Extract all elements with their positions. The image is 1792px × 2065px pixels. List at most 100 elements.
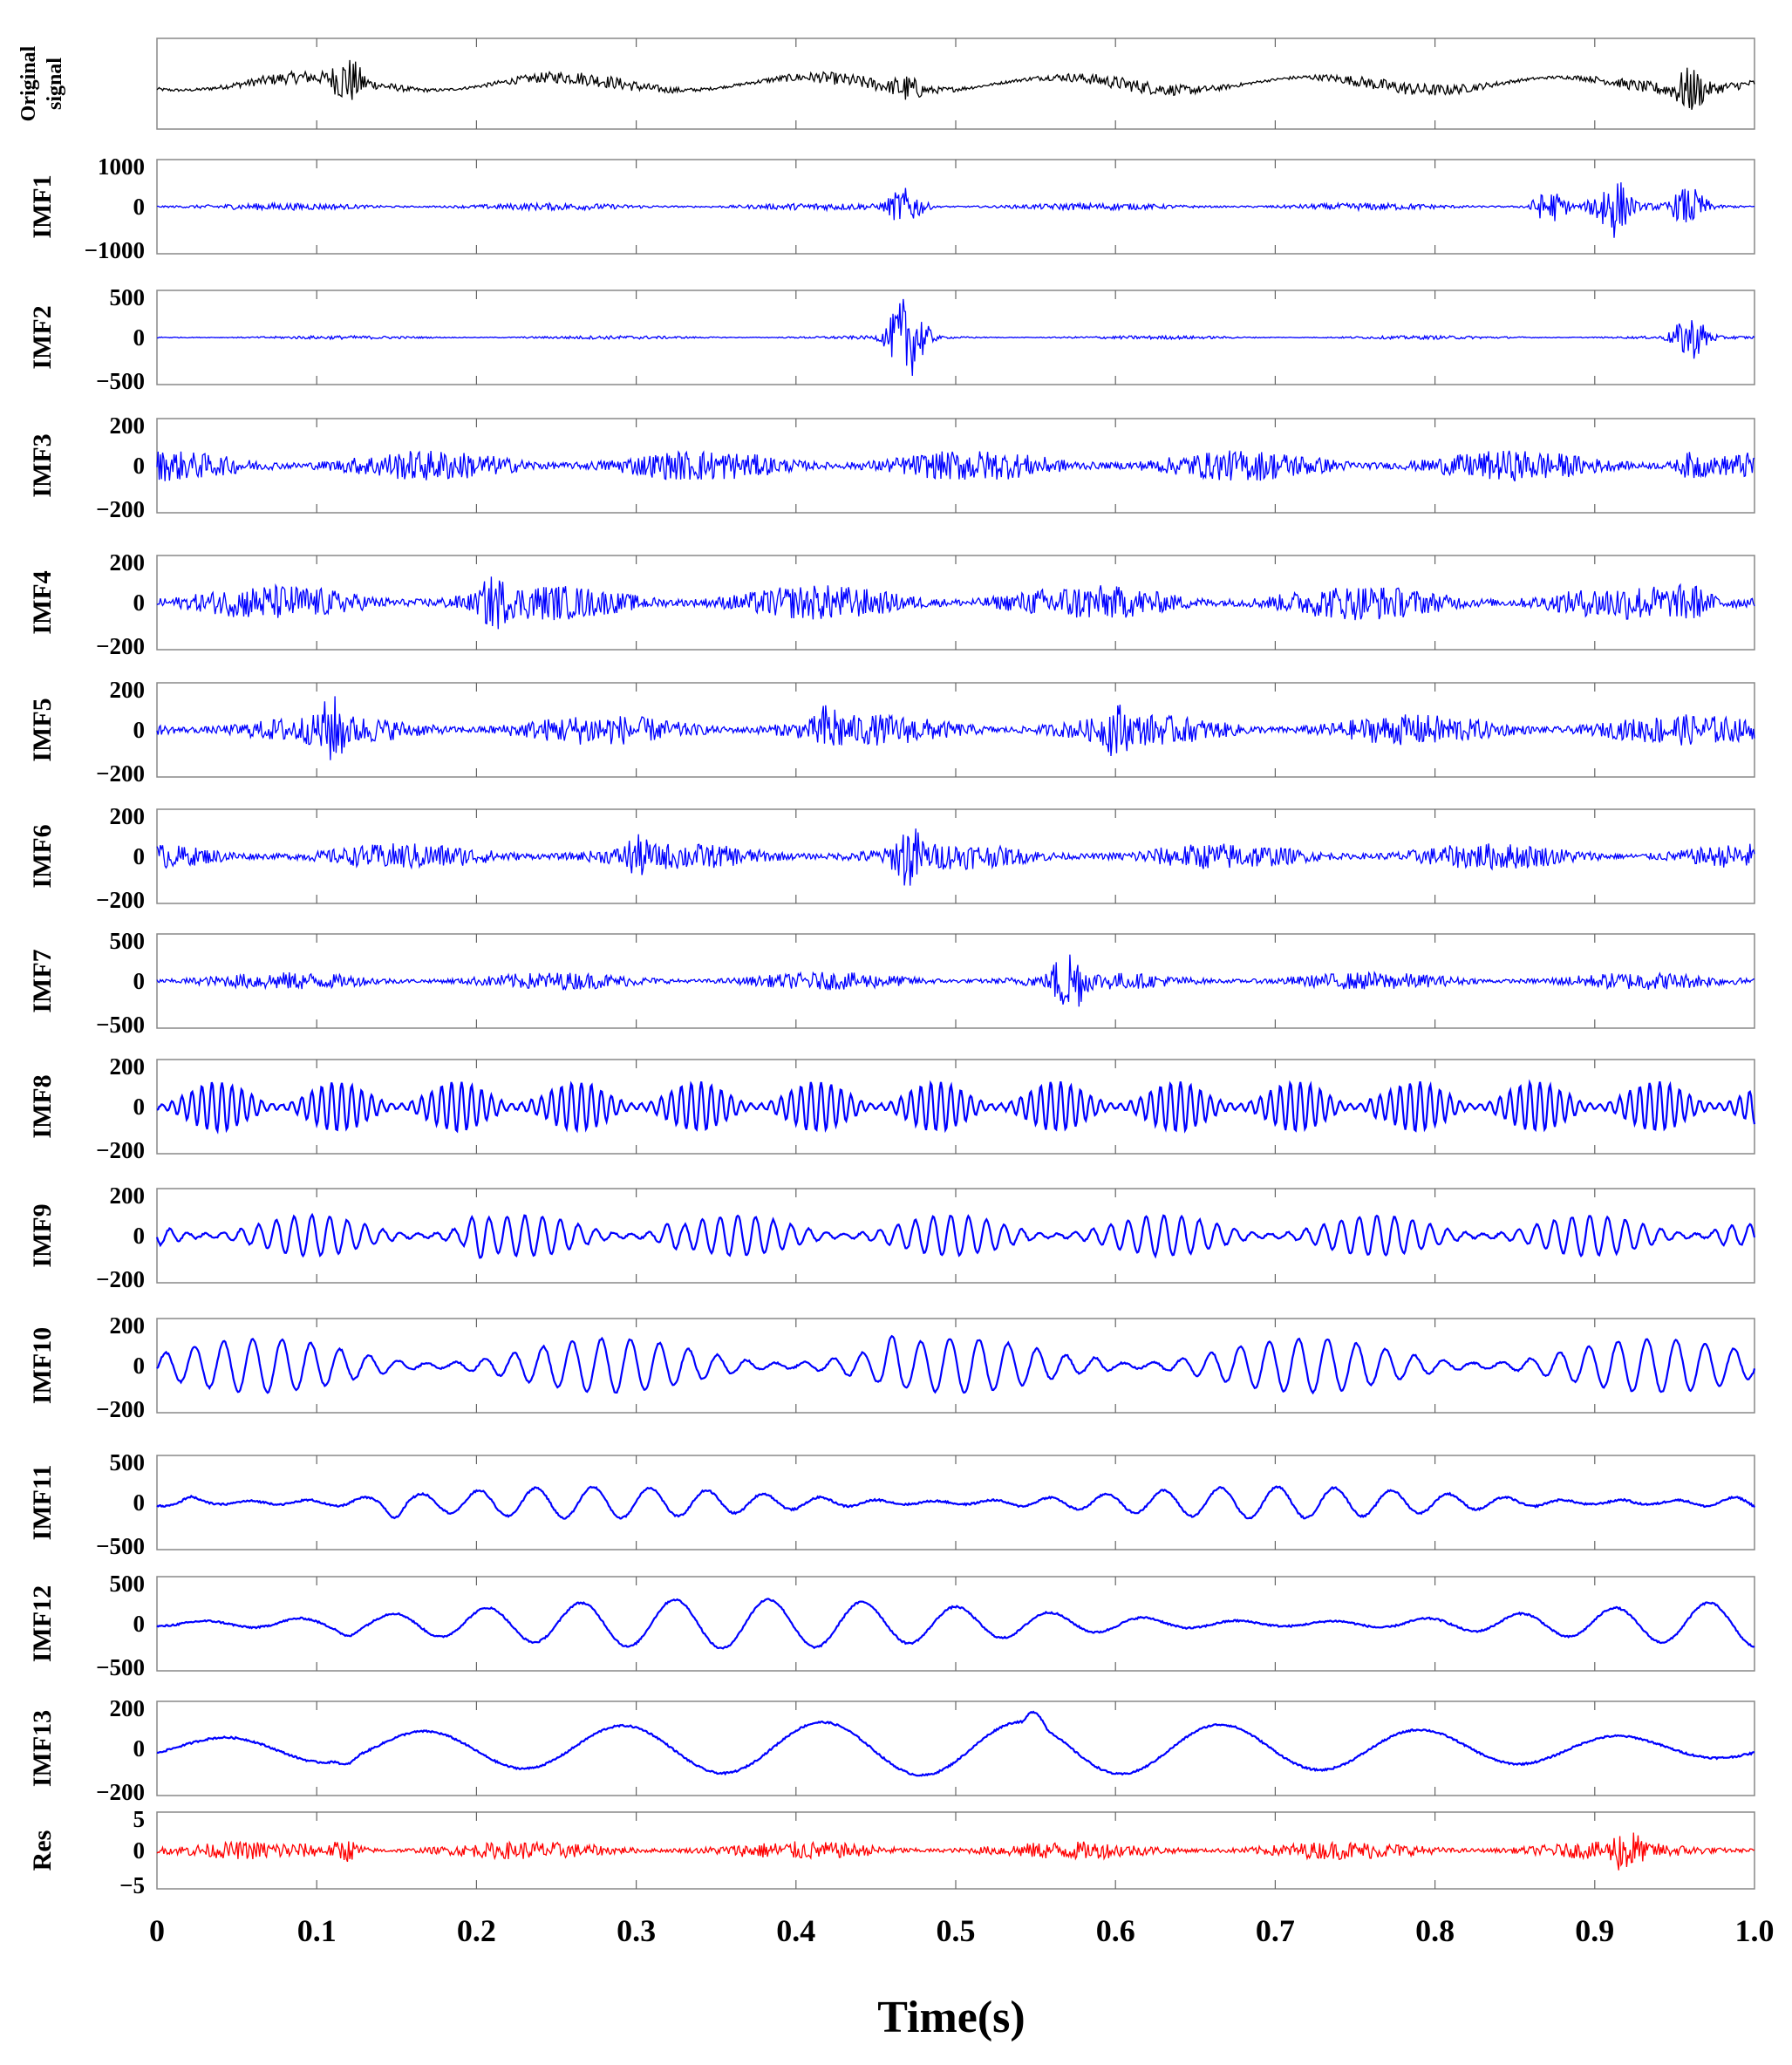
panel-label: IMF6	[28, 824, 57, 888]
y-tick-label: 0	[133, 1837, 146, 1864]
y-tick-label: 0	[133, 1223, 146, 1249]
panel-imf9: 200 0 −200 IMF9	[28, 1182, 1756, 1292]
y-tick-label: 200	[110, 1312, 146, 1339]
y-tick-label: −200	[96, 1396, 145, 1422]
panel-label: IMF7	[28, 949, 57, 1012]
panel-label: IMF11	[28, 1465, 57, 1541]
panel-label: IMF1	[28, 174, 57, 238]
series-line-imf4	[156, 576, 1755, 630]
panel-imf4: 200 0 −200 IMF4	[28, 549, 1755, 659]
panel-frame	[156, 1700, 1755, 1796]
series-line-imf11	[156, 1485, 1755, 1520]
series-line-imf6	[156, 828, 1755, 886]
y-tick-label: −1000	[85, 237, 145, 263]
x-tick-label: 0.8	[1415, 1913, 1455, 1948]
panel-imf13: 200 0 −200 IMF13	[28, 1695, 1755, 1805]
y-tick-label: 500	[110, 1449, 146, 1475]
y-tick-label: 0	[133, 453, 146, 479]
x-tick-label: 1.0	[1735, 1913, 1775, 1948]
y-tick-label: 500	[110, 284, 146, 310]
panel-frame	[156, 1576, 1755, 1672]
series-line-imf12	[156, 1598, 1755, 1650]
panel-label: Res	[28, 1830, 57, 1871]
y-tick-label: −200	[96, 633, 145, 659]
y-tick-label: −200	[96, 1266, 145, 1292]
panel-imf11: 500 0 −500 IMF11	[28, 1449, 1755, 1559]
x-axis-label: Time(s)	[877, 1993, 1025, 2042]
panel-label: IMF12	[28, 1585, 57, 1662]
panel-imf8: 200 0 −200 IMF8	[28, 1053, 1756, 1163]
y-tick-label: 0	[133, 1353, 146, 1379]
y-tick-label: 200	[110, 677, 146, 703]
panel-frame	[156, 1059, 1755, 1155]
y-tick-label: −200	[96, 496, 145, 522]
y-tick-label: 0	[133, 1611, 146, 1637]
y-tick-label: 0	[133, 717, 146, 743]
panel-frame	[156, 1455, 1755, 1550]
y-tick-label: −500	[96, 368, 145, 394]
y-tick-label: 200	[110, 549, 146, 576]
panel-label: IMF4	[28, 570, 57, 634]
x-tick-label: 0.3	[617, 1913, 656, 1948]
x-tick-label: 0.2	[457, 1913, 496, 1948]
y-tick-label: 200	[110, 1695, 146, 1721]
y-tick-label: 500	[110, 928, 146, 954]
series-line-imf8	[156, 1079, 1756, 1135]
series-line-imf3	[156, 450, 1755, 482]
panel-label: IMF8	[28, 1074, 57, 1138]
series-line-imf7	[156, 954, 1755, 1007]
series-line-imf2	[156, 298, 1755, 377]
y-tick-label: 0	[133, 324, 146, 351]
y-tick-label: −200	[96, 1137, 145, 1163]
y-tick-label: −5	[119, 1872, 145, 1898]
y-tick-label: −500	[96, 1533, 145, 1559]
panel-imf12: 500 0 −500 IMF12	[28, 1571, 1755, 1680]
y-tick-label: 0	[133, 194, 146, 220]
x-tick-label: 0	[149, 1913, 165, 1948]
panel-original-signal: Original signal	[17, 37, 1755, 130]
y-tick-label: −500	[96, 1012, 145, 1038]
panel-label: IMF3	[28, 433, 57, 497]
series-line-imf1	[156, 182, 1755, 238]
panel-imf7: 500 0 −500 IMF7	[28, 928, 1755, 1038]
panel-label: IMF10	[28, 1327, 57, 1404]
panel-imf1: 1000 0 −1000 IMF1	[28, 153, 1755, 263]
panel-label: IMF13	[28, 1710, 57, 1787]
y-tick-label: 0	[133, 1094, 146, 1120]
panel-label: IMF9	[28, 1203, 57, 1267]
x-tick-label: 0.4	[776, 1913, 815, 1948]
x-tick-label: 0.6	[1096, 1913, 1135, 1948]
series-line-imf13	[156, 1710, 1755, 1777]
panel-frame	[156, 1318, 1755, 1414]
panel-label: Original	[17, 45, 40, 121]
y-tick-label: −200	[96, 760, 145, 787]
panel-label: IMF5	[28, 698, 57, 761]
y-tick-label: 0	[133, 590, 146, 616]
x-tick-label: 0.1	[297, 1913, 337, 1948]
series-line-imf10	[156, 1334, 1756, 1395]
panel-imf3: 200 0 −200 IMF3	[28, 412, 1755, 522]
y-tick-label: 5	[133, 1806, 146, 1832]
series-line-imf5	[156, 696, 1755, 760]
x-tick-label: 0.7	[1256, 1913, 1295, 1948]
panel-label: signal	[44, 58, 66, 110]
panel-imf2: 500 0 −500 IMF2	[28, 284, 1755, 394]
y-tick-label: 200	[110, 412, 146, 439]
y-tick-label: −200	[96, 1779, 145, 1805]
y-tick-label: 200	[110, 1182, 146, 1209]
y-tick-label: 200	[110, 1053, 146, 1080]
panel-label: IMF2	[28, 305, 57, 369]
y-tick-label: 0	[133, 1735, 146, 1762]
x-tick-label: 0.9	[1575, 1913, 1614, 1948]
panel-imf5: 200 0 −200 IMF5	[28, 677, 1755, 787]
x-tick-label: 0.5	[937, 1913, 976, 1948]
y-tick-label: 0	[133, 1489, 146, 1516]
y-tick-label: 1000	[98, 153, 145, 180]
series-line-original-signal	[156, 59, 1755, 110]
series-line-res	[156, 1832, 1755, 1871]
y-tick-label: −500	[96, 1654, 145, 1680]
panel-res: 5 0 −5 Res	[28, 1806, 1755, 1898]
y-tick-label: 0	[133, 968, 146, 994]
series-line-imf9	[155, 1212, 1756, 1259]
